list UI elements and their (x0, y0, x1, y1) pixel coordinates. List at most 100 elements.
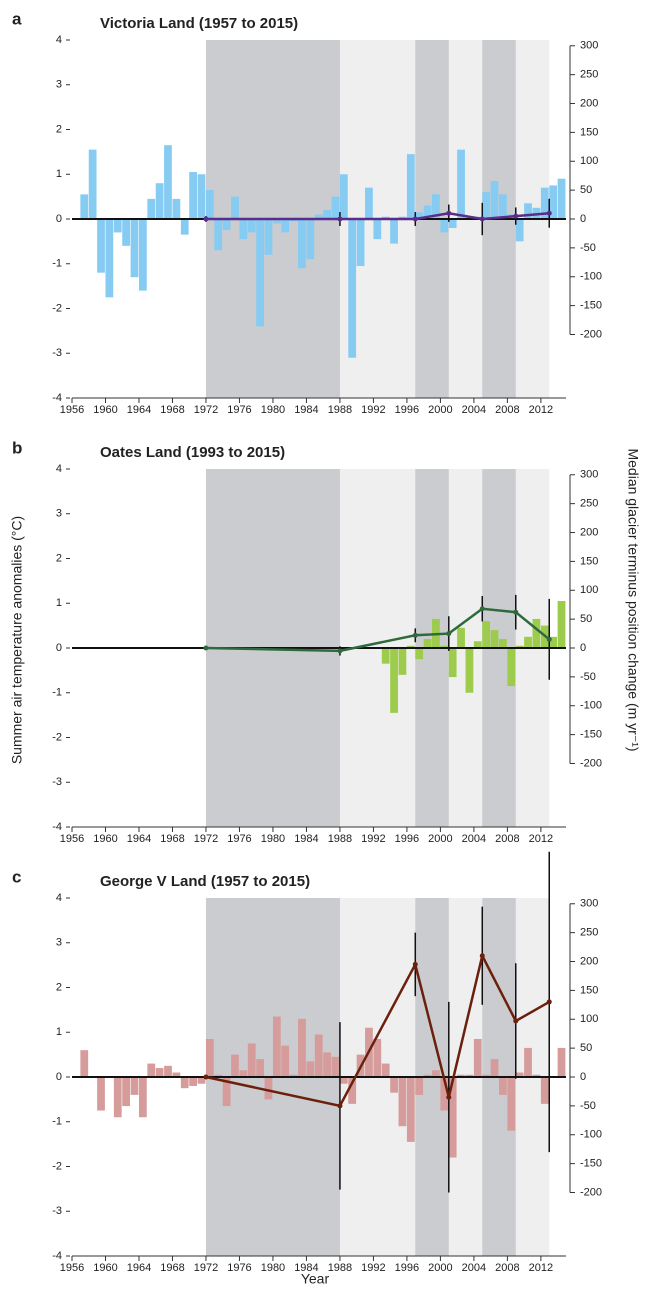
y-tick-label: 4 (56, 463, 62, 475)
y2-tick-label: -200 (580, 757, 602, 769)
x-tick-label: 2012 (529, 1262, 553, 1274)
median-point (446, 1094, 452, 1100)
y-tick-label: 2 (56, 552, 62, 564)
median-point (337, 216, 343, 222)
bar (147, 1063, 156, 1077)
x-tick-label: 1964 (127, 404, 151, 416)
bar (406, 154, 415, 219)
y2-tick-label: 200 (580, 97, 598, 109)
x-tick-label: 1984 (294, 833, 318, 845)
bar (272, 219, 281, 224)
bar (122, 219, 131, 246)
x-tick-label: 1996 (395, 833, 419, 845)
y-tick-label: -2 (52, 302, 62, 314)
x-tick-label: 1976 (227, 833, 251, 845)
bar (214, 219, 223, 251)
bar (532, 618, 541, 648)
bar (272, 1016, 281, 1077)
y-tick-label: -4 (52, 1250, 62, 1262)
y-tick-label: -3 (52, 1205, 62, 1217)
panel-letter: c (12, 867, 21, 886)
bar (457, 627, 465, 648)
y2-tick-label: 250 (580, 498, 598, 510)
bar (130, 219, 139, 278)
y2-tick-label: 300 (580, 898, 598, 910)
panel-title: Victoria Land (1957 to 2015) (100, 15, 298, 32)
median-point (546, 210, 552, 216)
bar (298, 219, 306, 269)
bar (331, 1056, 340, 1077)
x-tick-label: 1964 (127, 833, 151, 845)
bar (164, 145, 172, 219)
bar (264, 219, 273, 255)
bar (465, 648, 474, 693)
y2-tick-label: 300 (580, 40, 598, 52)
x-tick-label: 1996 (395, 404, 419, 416)
x-tick-label: 2004 (462, 1262, 486, 1274)
bar (239, 219, 248, 240)
y-tick-label: -2 (52, 1160, 62, 1172)
y2-tick-label: -200 (580, 328, 602, 340)
x-tick-label: 1972 (194, 833, 218, 845)
x-tick-label: 1968 (160, 1262, 184, 1274)
x-axis-label: Year (301, 1271, 330, 1287)
y2-tick-label: -200 (580, 1186, 602, 1198)
bar (113, 219, 122, 233)
bar (482, 192, 491, 219)
x-tick-label: 1980 (261, 833, 285, 845)
x-tick-label: 2012 (529, 404, 553, 416)
bar (415, 1077, 424, 1095)
x-tick-label: 1992 (361, 404, 385, 416)
x-tick-label: 2008 (495, 1262, 519, 1274)
y2-tick-label: 300 (580, 469, 598, 481)
y-tick-label: 3 (56, 937, 62, 949)
y2-tick-label: 150 (580, 555, 598, 567)
median-point (337, 1103, 343, 1109)
y2-tick-label: -100 (580, 1129, 602, 1141)
bar (406, 645, 415, 648)
bar (356, 219, 365, 266)
bar (381, 1063, 390, 1077)
bar (448, 648, 457, 678)
x-tick-label: 1968 (160, 833, 184, 845)
y2-tick-label: 50 (580, 184, 592, 196)
y-tick-label: -4 (52, 392, 62, 404)
x-tick-label: 2012 (529, 833, 553, 845)
median-point (203, 1074, 209, 1080)
bar (524, 636, 532, 648)
x-tick-label: 1976 (227, 1262, 251, 1274)
bar (197, 174, 206, 219)
x-tick-label: 1980 (261, 1262, 285, 1274)
median-point (546, 636, 552, 642)
bar (524, 203, 532, 219)
x-tick-label: 2008 (495, 404, 519, 416)
x-tick-label: 1956 (60, 1262, 84, 1274)
bar (247, 1043, 256, 1077)
y2-tick-label: 50 (580, 1042, 592, 1054)
y-axis-label: Summer air temperature anomalies (°C) (9, 516, 25, 764)
bar (365, 187, 373, 219)
median-point (546, 999, 552, 1005)
bar (214, 1074, 223, 1077)
bar (499, 1077, 507, 1095)
y2-tick-label: 200 (580, 955, 598, 967)
bar (524, 1047, 532, 1077)
y2-tick-label: -150 (580, 1158, 602, 1170)
y2-tick-label: -100 (580, 271, 602, 283)
y2-tick-label: 200 (580, 526, 598, 538)
y-tick-label: -3 (52, 776, 62, 788)
bar (499, 194, 507, 219)
bar (440, 645, 449, 648)
x-tick-label: 2004 (462, 404, 486, 416)
bar (231, 1054, 239, 1077)
median-point (412, 216, 418, 222)
bar (222, 219, 231, 231)
bar (473, 641, 482, 648)
y-tick-label: 0 (56, 213, 62, 225)
bar (398, 648, 407, 675)
bar (180, 1077, 189, 1089)
median-point (203, 645, 209, 651)
x-tick-label: 1960 (93, 1262, 117, 1274)
x-tick-label: 1988 (328, 833, 352, 845)
y2-tick-label: 0 (580, 213, 586, 225)
